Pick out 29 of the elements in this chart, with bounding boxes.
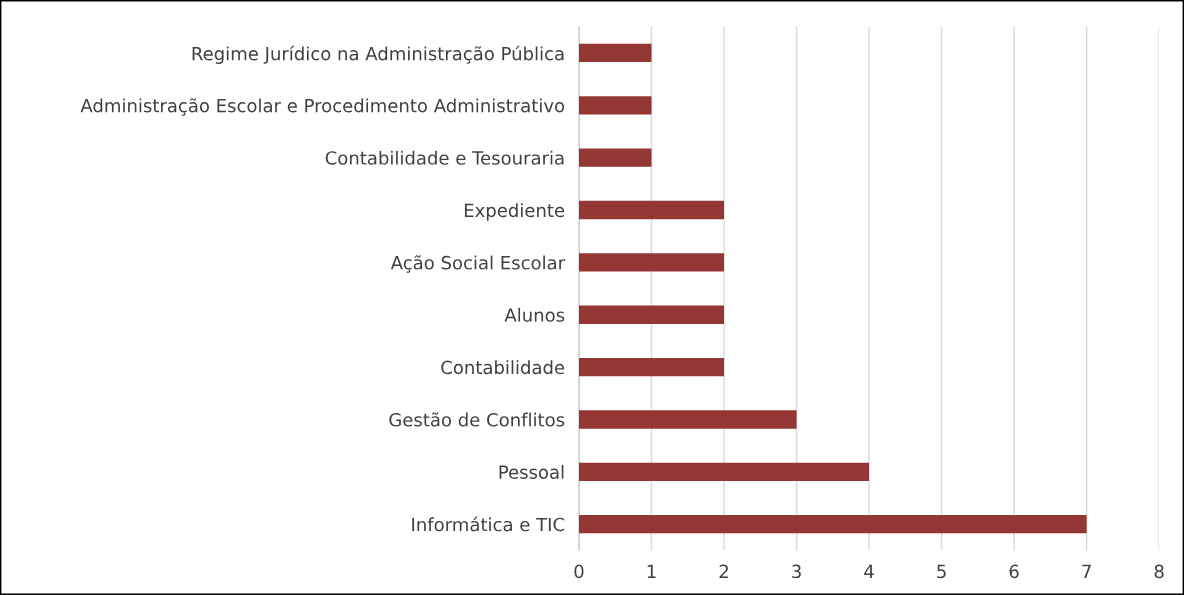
y-tick-label: Administração Escolar e Procedimento Administrativo (80, 98, 565, 116)
bar (578, 357, 725, 377)
x-tick-label: 4 (864, 564, 874, 578)
x-tick-label: 2 (719, 564, 728, 578)
y-tick-label: Informática e TIC (412, 516, 565, 532)
y-tick-label: Alunos (504, 307, 565, 322)
y-tick-label: Regime Jurídico na Administração Pública (192, 45, 564, 64)
y-tick-label: Ação Social Escolar (390, 255, 566, 273)
x-tick-label: 8 (1154, 564, 1164, 579)
bar (578, 305, 725, 324)
bar (578, 253, 725, 272)
x-tick-label: 5 (937, 564, 946, 579)
x-tick-label: 3 (792, 564, 801, 579)
x-tick-label: 1 (647, 564, 656, 578)
x-tick-label: 0 (574, 564, 584, 579)
y-tick-label: Expediente (464, 203, 565, 221)
bar (578, 148, 652, 167)
bar (578, 462, 870, 481)
y-tick-label: Contabilidade (441, 360, 565, 375)
y-tick-label: Gestão de Conflitos (389, 412, 565, 427)
x-tick-label: 6 (1009, 564, 1019, 579)
bar (578, 515, 1087, 534)
bar (578, 96, 652, 115)
x-tick-label: 7 (1082, 564, 1091, 578)
y-tick-label: Contabilidade e Tesouraria (325, 150, 564, 165)
bar (578, 43, 652, 63)
bar (578, 200, 725, 220)
y-tick-label: Pessoal (499, 464, 564, 479)
bar (578, 410, 797, 429)
